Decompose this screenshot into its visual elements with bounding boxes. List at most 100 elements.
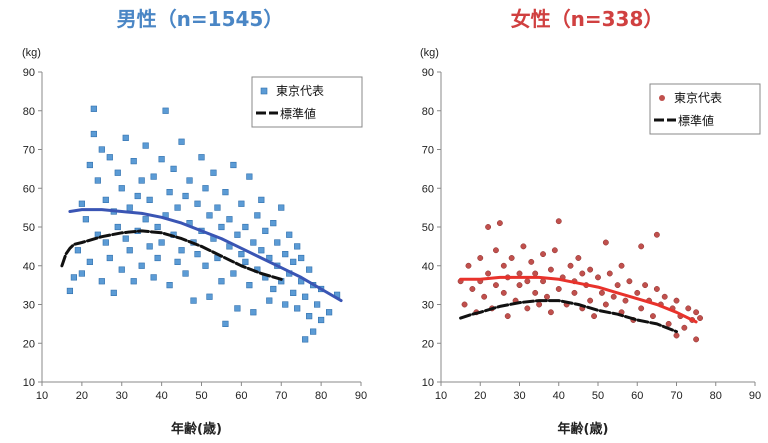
data-point xyxy=(567,262,574,269)
legend-label: 東京代表 xyxy=(674,91,722,105)
data-point xyxy=(579,270,586,277)
data-point xyxy=(126,247,133,254)
data-point xyxy=(485,270,492,277)
data-point xyxy=(551,247,558,254)
y-tick-label: 30 xyxy=(23,300,35,312)
data-point xyxy=(314,301,321,308)
data-point xyxy=(602,301,609,308)
x-tick-label: 60 xyxy=(631,390,643,402)
data-point xyxy=(162,107,169,114)
data-point xyxy=(250,239,257,246)
series-points-0 xyxy=(457,218,703,343)
data-point xyxy=(673,297,680,304)
trend-line xyxy=(68,208,343,303)
y-tick-label: 90 xyxy=(23,67,35,79)
data-point xyxy=(166,282,173,289)
data-point xyxy=(254,212,261,219)
x-tick-label: 90 xyxy=(355,390,367,402)
data-point xyxy=(234,231,241,238)
y-tick-label: 70 xyxy=(23,145,35,157)
data-point xyxy=(98,278,105,285)
data-point xyxy=(634,289,641,296)
data-point xyxy=(138,262,145,269)
data-point xyxy=(520,243,527,250)
data-point xyxy=(66,287,74,295)
data-point xyxy=(532,270,539,277)
y-tick-label: 70 xyxy=(422,145,434,157)
data-point xyxy=(178,138,185,145)
data-point xyxy=(70,274,77,281)
data-point xyxy=(158,156,165,163)
data-point xyxy=(697,315,703,322)
data-point xyxy=(210,169,217,176)
legend-box xyxy=(251,76,363,128)
data-point xyxy=(685,305,692,312)
data-point xyxy=(571,289,578,296)
series-points-0 xyxy=(66,105,341,343)
data-point xyxy=(653,286,660,292)
data-point xyxy=(306,266,313,273)
data-point xyxy=(150,173,157,180)
data-point xyxy=(500,289,507,296)
data-point xyxy=(516,270,523,277)
data-point xyxy=(230,270,237,277)
data-point xyxy=(78,270,85,277)
data-point xyxy=(178,247,185,254)
data-point xyxy=(202,185,209,192)
data-point xyxy=(174,204,181,211)
data-point xyxy=(461,301,468,308)
data-point xyxy=(250,309,257,316)
data-point xyxy=(681,324,688,331)
data-point xyxy=(528,258,535,265)
data-point xyxy=(238,251,245,258)
data-point xyxy=(516,282,523,289)
x-tick-label: 70 xyxy=(670,390,682,402)
data-point xyxy=(606,270,613,277)
data-point xyxy=(258,196,265,203)
data-point xyxy=(114,169,121,176)
data-point xyxy=(469,286,476,292)
y-tick-label: 50 xyxy=(23,222,35,234)
data-point xyxy=(294,305,301,312)
data-point xyxy=(246,282,253,289)
y-tick-label: 10 xyxy=(23,377,35,389)
data-point xyxy=(595,274,601,281)
data-point xyxy=(504,313,511,320)
data-point xyxy=(310,328,317,335)
y-tick-label: 10 xyxy=(422,377,434,389)
data-point xyxy=(218,223,225,231)
data-point xyxy=(610,293,617,300)
data-point xyxy=(626,278,633,285)
data-point xyxy=(146,243,153,250)
data-point xyxy=(650,313,656,320)
data-point xyxy=(86,161,93,169)
data-point xyxy=(318,316,325,324)
data-point xyxy=(166,189,173,196)
data-point xyxy=(598,289,605,296)
data-point xyxy=(242,258,249,265)
data-point xyxy=(673,332,680,339)
data-point xyxy=(500,262,507,269)
data-point xyxy=(158,239,165,246)
data-point xyxy=(532,289,539,296)
data-point xyxy=(186,177,193,184)
data-point xyxy=(493,282,499,289)
data-point xyxy=(524,305,531,312)
y-tick-label: 60 xyxy=(422,183,434,195)
data-point xyxy=(591,313,598,320)
data-point xyxy=(182,192,189,200)
data-point xyxy=(575,255,582,261)
data-point xyxy=(134,192,141,200)
data-point xyxy=(282,251,289,258)
data-point xyxy=(74,247,81,254)
data-point xyxy=(302,293,309,300)
data-point xyxy=(536,301,543,308)
data-point xyxy=(638,305,645,312)
data-point xyxy=(693,336,700,343)
legend-marker xyxy=(260,87,268,95)
data-point xyxy=(274,239,281,246)
y-tick-label: 40 xyxy=(23,261,35,273)
x-tick-label: 80 xyxy=(315,390,327,402)
